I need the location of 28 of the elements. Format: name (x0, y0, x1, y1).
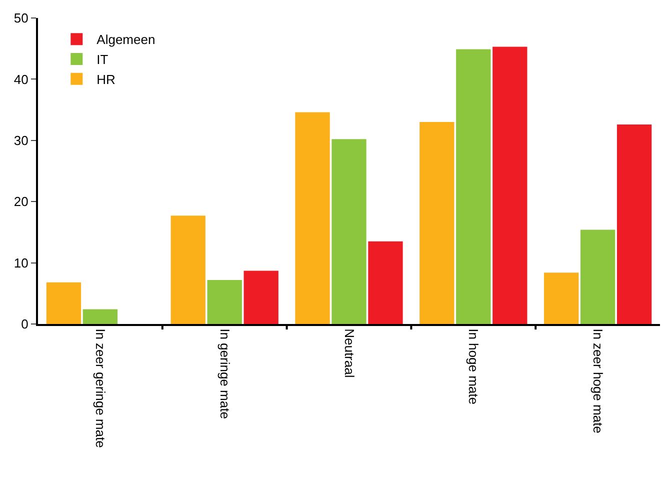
bar (420, 122, 454, 324)
x-tick-label: Neutraal (342, 328, 357, 378)
y-tick-label: 20 (14, 194, 28, 210)
legend-label: Algemeen (96, 32, 156, 48)
bar (332, 139, 366, 324)
y-tick-label: 50 (14, 10, 28, 26)
bar (207, 280, 242, 324)
bar (295, 112, 330, 324)
bar (46, 282, 82, 324)
y-tick-label: 40 (14, 72, 28, 87)
bar (544, 272, 579, 324)
bar (170, 216, 206, 324)
x-tick-label: In geringe mate (217, 328, 232, 419)
bar (616, 124, 652, 324)
bar (580, 230, 616, 324)
y-tick-label: 30 (14, 132, 28, 148)
legend-label: HR (96, 72, 116, 87)
bar (244, 270, 278, 324)
bar (492, 46, 528, 324)
bar (82, 309, 118, 324)
x-tick-label: In hoge mate (466, 328, 482, 404)
x-tick-label: In zeer hoge mate (590, 328, 606, 434)
x-tick-label: In zeer geringe mate (92, 328, 108, 448)
y-tick-label: 10 (14, 255, 28, 270)
bar (456, 49, 491, 324)
bar (368, 241, 403, 324)
y-tick-label: 0 (21, 316, 28, 332)
legend-label: IT (96, 52, 108, 68)
